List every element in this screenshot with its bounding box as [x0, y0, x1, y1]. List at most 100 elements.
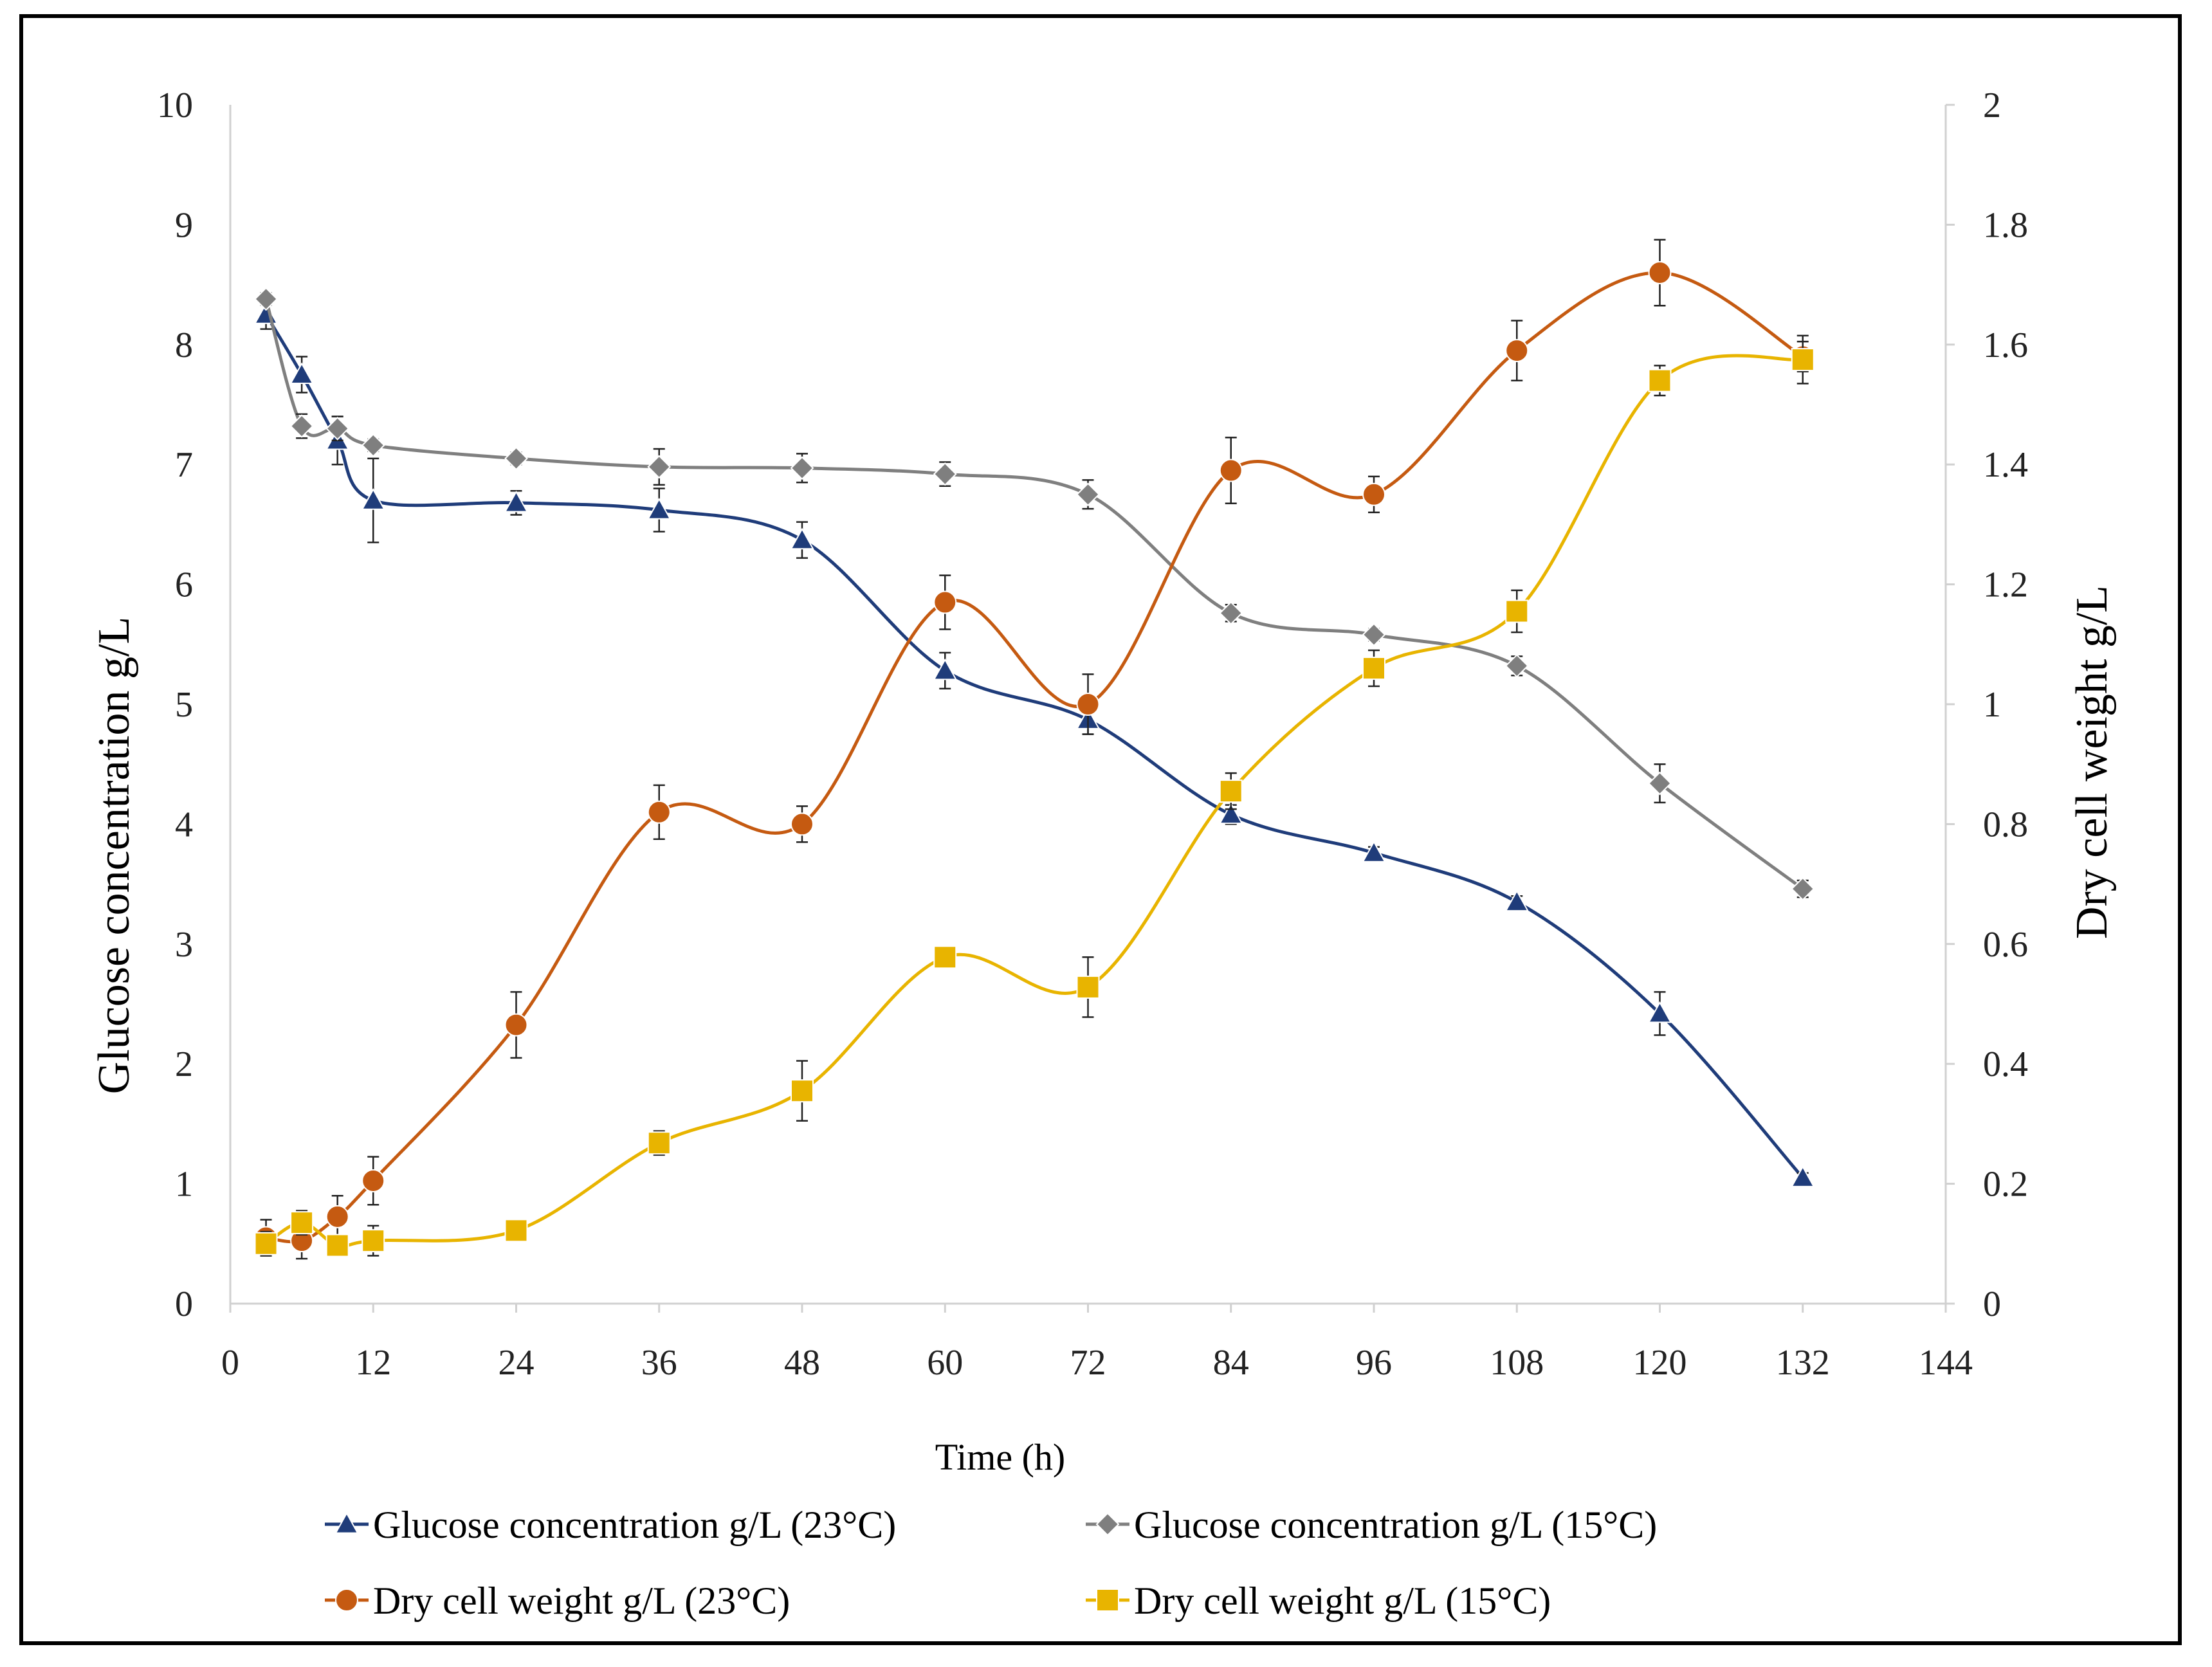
y2-tick-label: 1.6: [1983, 325, 2028, 365]
y-tick-label: 3: [175, 925, 193, 965]
data-point: [1219, 601, 1243, 625]
y2-tick-label: 0.8: [1983, 805, 2028, 844]
data-point: [1791, 1165, 1815, 1187]
data-point: [504, 490, 529, 513]
y2-tick-label: 1.8: [1983, 205, 2028, 245]
x-tick-label: 36: [641, 1343, 677, 1383]
y-tick-label: 7: [175, 445, 193, 485]
y-tick-label: 6: [175, 565, 193, 605]
x-tick-label: 120: [1633, 1343, 1687, 1383]
data-point: [1362, 623, 1386, 647]
y-tick-label: 2: [175, 1044, 193, 1084]
data-point: [361, 1169, 385, 1192]
legend-item: Dry cell weight g/L (15°C): [1086, 1580, 1551, 1622]
data-point: [1504, 889, 1529, 912]
series-3: [254, 239, 1814, 1260]
x-tick-label: 132: [1776, 1343, 1830, 1383]
y-tick-label: 9: [175, 205, 193, 245]
data-point: [361, 1229, 385, 1253]
data-point: [361, 488, 385, 510]
legend-marker: [1095, 1512, 1120, 1536]
data-point: [504, 1013, 528, 1037]
legend-label: Glucose concentration g/L (23°C): [373, 1504, 896, 1546]
data-point: [325, 1234, 349, 1257]
data-point: [1791, 348, 1814, 372]
series-line: [266, 271, 1804, 1244]
y2-tick-label: 1.2: [1983, 565, 2028, 605]
legend-label: Dry cell weight g/L (23°C): [373, 1580, 790, 1622]
y2-axis-title: Dry cell weight g/L: [2067, 585, 2117, 939]
x-axis-title: Time (h): [935, 1436, 1066, 1478]
series-layer: [253, 239, 1815, 1260]
data-point: [933, 945, 957, 969]
x-tick-label: 24: [498, 1343, 535, 1383]
y2-tick-label: 0.4: [1983, 1044, 2028, 1084]
series-line: [264, 298, 1804, 891]
data-point: [1505, 339, 1529, 363]
data-point: [647, 800, 671, 824]
data-point: [1362, 657, 1385, 680]
data-point: [504, 446, 528, 471]
y2-tick-label: 0: [1983, 1284, 2001, 1324]
data-point: [1362, 841, 1386, 862]
data-point: [1076, 693, 1100, 716]
legend-marker: [1096, 1589, 1119, 1612]
y-axis-title: Glucose concentration g/L: [89, 617, 139, 1095]
y2-tick-label: 0.6: [1983, 925, 2028, 965]
legend-item: Dry cell weight g/L (23°C): [325, 1580, 790, 1622]
x-tick-label: 60: [927, 1343, 963, 1383]
legend-marker: [334, 1511, 359, 1534]
data-point: [647, 455, 672, 479]
data-point: [1648, 771, 1672, 796]
x-tick-label: 72: [1070, 1343, 1106, 1383]
y2-tick-label: 1.4: [1983, 445, 2028, 485]
series-2: [254, 287, 1815, 901]
y2-tick-label: 2: [1983, 86, 2001, 125]
data-point: [325, 416, 350, 441]
data-point: [1219, 802, 1243, 824]
data-point: [1791, 877, 1815, 901]
data-point: [325, 1205, 349, 1228]
data-point: [933, 462, 957, 486]
data-point: [1504, 653, 1529, 678]
legend-label: Glucose concentration g/L (15°C): [1134, 1504, 1657, 1546]
x-tick-label: 96: [1356, 1343, 1392, 1383]
data-point: [289, 414, 314, 438]
legend: Glucose concentration g/L (23°C) Glucose …: [325, 1504, 1657, 1622]
series-line: [265, 354, 1804, 1248]
data-point: [933, 590, 957, 614]
data-point: [290, 1211, 314, 1235]
data-point: [1648, 260, 1672, 284]
y-tick-label: 0: [175, 1284, 193, 1324]
x-tick-label: 0: [221, 1343, 239, 1383]
y-tick-label: 5: [175, 685, 193, 725]
data-point: [1362, 482, 1385, 506]
data-point: [1076, 975, 1100, 999]
data-point: [1648, 369, 1672, 392]
chart-frame: [19, 14, 2182, 1645]
data-point: [791, 812, 814, 836]
data-point: [1076, 482, 1100, 507]
data-point: [361, 433, 385, 457]
legend-item: Glucose concentration g/L (15°C): [1086, 1504, 1657, 1546]
y2-tick-label: 0.2: [1983, 1165, 2028, 1205]
series-1: [253, 299, 1815, 1187]
data-point: [504, 1219, 528, 1243]
data-point: [254, 1232, 278, 1255]
data-point: [1647, 1001, 1672, 1023]
data-point: [647, 1131, 671, 1155]
data-point: [1505, 599, 1529, 623]
data-point: [1219, 459, 1243, 482]
y2-tick-label: 1: [1983, 685, 2001, 725]
data-point: [933, 658, 957, 680]
legend-label: Dry cell weight g/L (15°C): [1134, 1580, 1551, 1622]
x-tick-label: 48: [784, 1343, 820, 1383]
y-tick-label: 4: [175, 805, 193, 844]
data-point: [791, 1079, 814, 1103]
x-tick-label: 108: [1490, 1343, 1544, 1383]
data-point: [647, 497, 672, 520]
data-point: [790, 527, 814, 550]
data-point: [254, 287, 278, 311]
data-point: [289, 362, 314, 384]
